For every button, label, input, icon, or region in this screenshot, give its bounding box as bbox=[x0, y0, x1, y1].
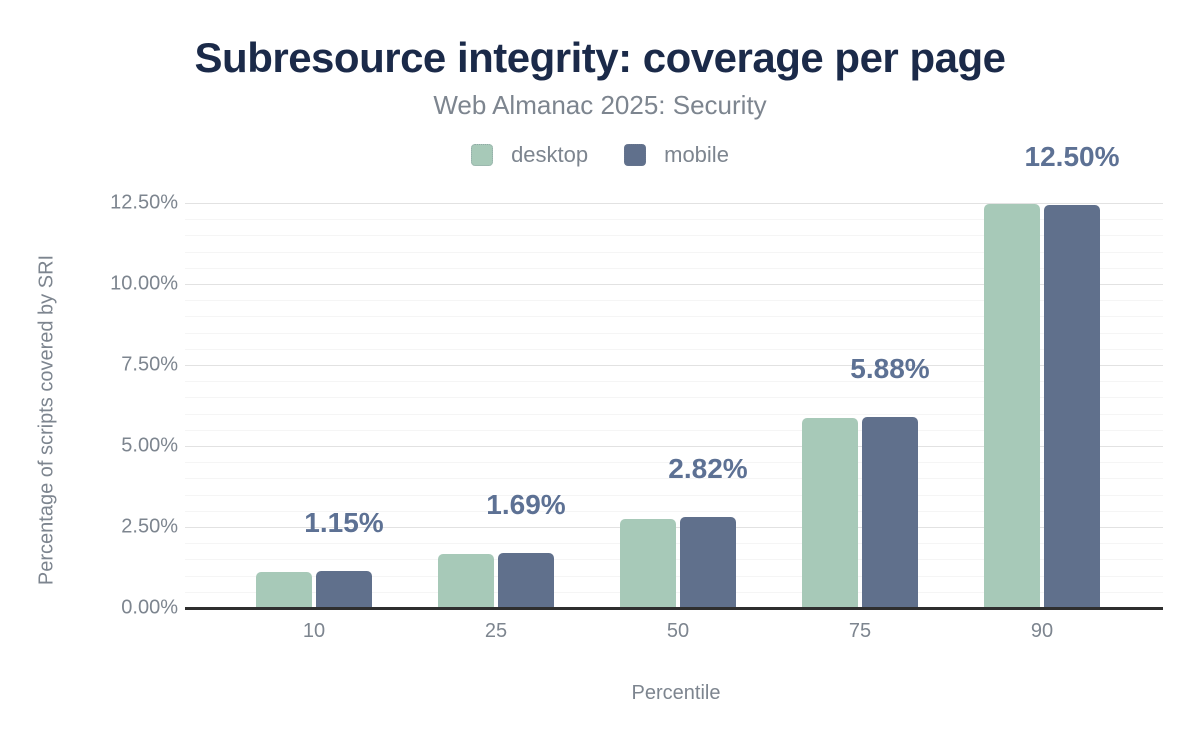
bar-mobile-p10[interactable] bbox=[316, 570, 372, 608]
gridline-major bbox=[185, 365, 1163, 366]
x-tick-label-25: 25 bbox=[484, 620, 508, 642]
gridline-minor bbox=[185, 510, 1163, 512]
x-tick-label-10: 10 bbox=[302, 620, 326, 642]
x-axis-title: Percentile bbox=[631, 682, 721, 704]
data-label-p25: 1.69% bbox=[486, 489, 566, 521]
bar-desktop-p50[interactable] bbox=[620, 519, 676, 608]
gridline-minor bbox=[185, 316, 1163, 318]
bar-desktop-p75[interactable] bbox=[802, 418, 858, 608]
y-tick-label: 2.50% bbox=[121, 515, 178, 538]
legend-label-desktop: desktop bbox=[511, 142, 589, 167]
gridline-major bbox=[185, 446, 1163, 447]
legend-item-desktop[interactable]: desktop bbox=[471, 142, 588, 168]
gridline-minor bbox=[185, 267, 1163, 269]
data-label-p90: 12.50% bbox=[1024, 140, 1120, 172]
y-tick-label: 12.50% bbox=[110, 191, 178, 214]
bar-desktop-p25[interactable] bbox=[438, 553, 494, 608]
x-tick-label-50: 50 bbox=[666, 620, 690, 642]
legend: desktop mobile bbox=[0, 142, 1200, 168]
legend-label-mobile: mobile bbox=[664, 142, 729, 167]
gridline-minor bbox=[185, 397, 1163, 399]
bar-mobile-p50[interactable] bbox=[680, 516, 736, 608]
gridline-minor bbox=[185, 235, 1163, 237]
data-label-p10: 1.15% bbox=[304, 506, 384, 538]
gridline-minor bbox=[185, 219, 1163, 221]
bar-mobile-p75[interactable] bbox=[862, 417, 918, 608]
y-axis-title: Percentage of scripts covered by SRI bbox=[35, 254, 58, 586]
data-label-p75: 5.88% bbox=[850, 353, 930, 385]
desktop-swatch-icon bbox=[471, 144, 494, 166]
legend-item-mobile[interactable]: mobile bbox=[624, 142, 729, 168]
gridline-minor bbox=[185, 462, 1163, 464]
y-tick-label: 5.00% bbox=[121, 434, 178, 457]
chart-subtitle: Web Almanac 2025: Security bbox=[433, 90, 767, 120]
chart-title: Subresource integrity: coverage per page bbox=[194, 34, 1006, 81]
gridline-minor bbox=[185, 429, 1163, 431]
y-tick-label: 10.00% bbox=[110, 272, 178, 295]
bar-mobile-p25[interactable] bbox=[498, 553, 554, 608]
bar-mobile-p90[interactable] bbox=[1044, 204, 1100, 608]
gridline-minor bbox=[185, 494, 1163, 496]
bar-desktop-p10[interactable] bbox=[256, 571, 312, 608]
x-axis-line bbox=[185, 607, 1163, 610]
data-label-p50: 2.82% bbox=[668, 452, 748, 484]
mobile-swatch-icon bbox=[624, 144, 647, 166]
gridline-minor bbox=[185, 300, 1163, 302]
gridline-minor bbox=[185, 251, 1163, 253]
gridline-minor bbox=[185, 381, 1163, 383]
gridline-major bbox=[185, 284, 1163, 285]
x-tick-label-75: 75 bbox=[848, 620, 872, 642]
gridline-minor bbox=[185, 332, 1163, 334]
bar-desktop-p90[interactable] bbox=[984, 204, 1040, 608]
gridline-minor bbox=[185, 478, 1163, 480]
gridline-major bbox=[185, 203, 1163, 204]
x-tick-label-90: 90 bbox=[1030, 620, 1054, 642]
y-tick-label: 0.00% bbox=[121, 596, 178, 619]
y-tick-label: 7.50% bbox=[121, 353, 178, 376]
gridline-minor bbox=[185, 413, 1163, 415]
gridline-minor bbox=[185, 348, 1163, 350]
